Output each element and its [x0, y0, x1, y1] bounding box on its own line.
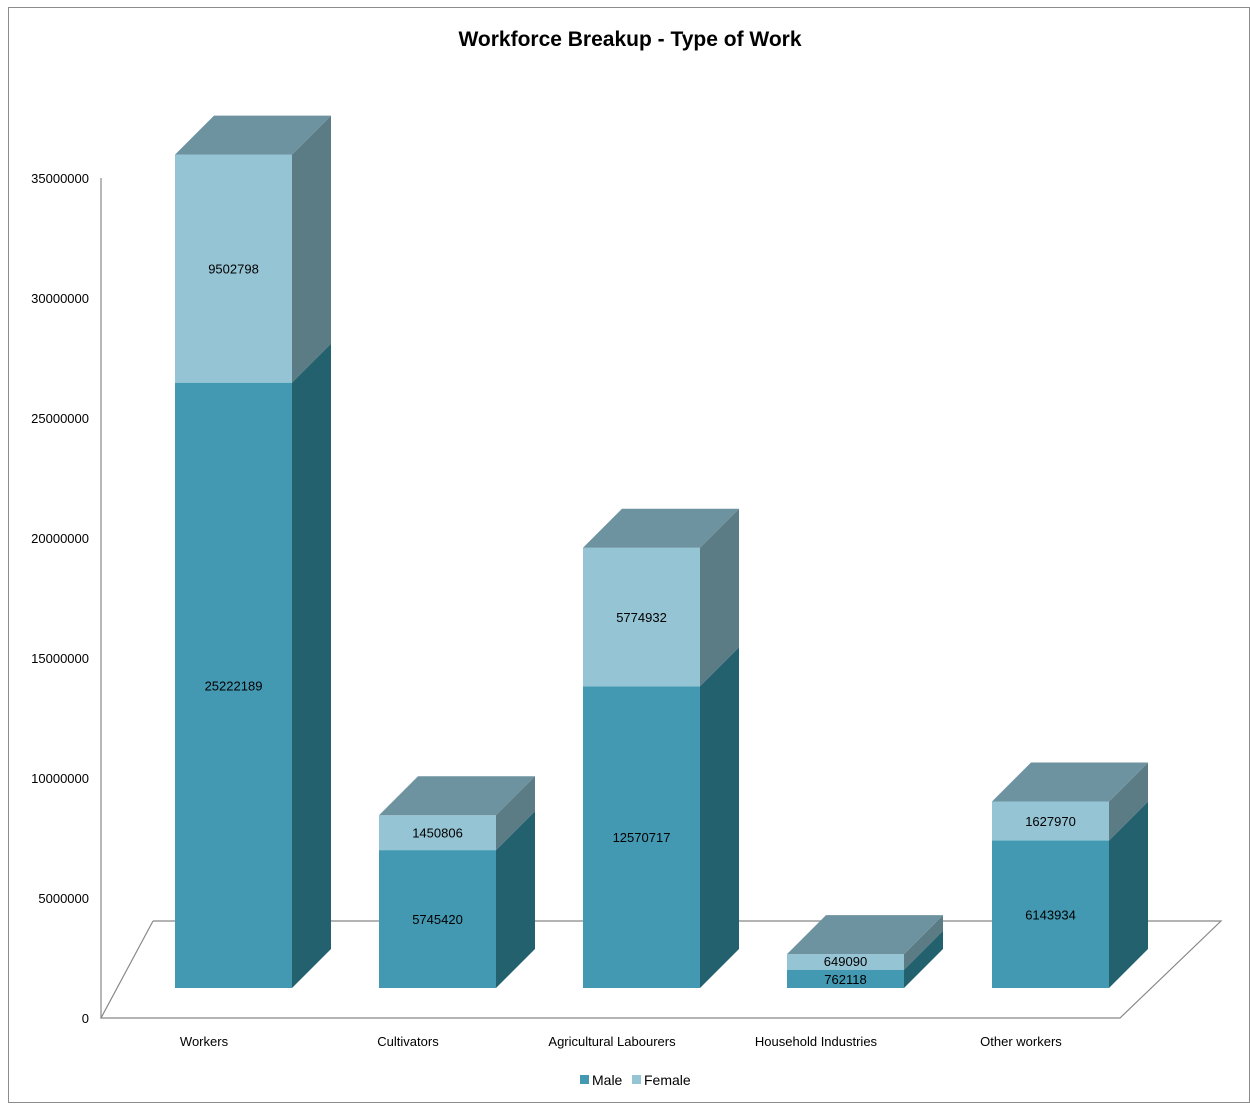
data-label-female: 649090	[824, 954, 867, 969]
x-tick-label: Cultivators	[377, 1034, 439, 1049]
y-tick-label: 35000000	[31, 171, 89, 186]
data-label-male: 762118	[824, 972, 866, 987]
data-label-female: 9502798	[208, 262, 259, 277]
legend-swatch-male	[580, 1075, 589, 1084]
data-label-male: 12570717	[613, 830, 671, 845]
data-label-female: 1627970	[1025, 814, 1076, 829]
data-label-male: 5745420	[412, 912, 463, 927]
legend-label-male: Male	[592, 1072, 623, 1088]
bar-female-0-side	[292, 116, 331, 383]
x-tick-label: Other workers	[980, 1034, 1062, 1049]
legend: Male Female	[580, 1072, 691, 1088]
bar-male-0	[175, 344, 331, 988]
legend-label-female: Female	[644, 1072, 691, 1088]
data-label-male: 25222189	[205, 678, 263, 693]
chart-svg: Workforce Breakup - Type of Work 0 500000…	[9, 8, 1249, 1102]
bar-male-2	[583, 647, 739, 988]
y-tick-label: 0	[82, 1011, 89, 1026]
bar-male-0-side	[292, 344, 331, 988]
chart-frame: Workforce Breakup - Type of Work 0 500000…	[8, 7, 1250, 1103]
data-label-male: 6143934	[1025, 907, 1076, 922]
y-tick-label: 30000000	[31, 291, 89, 306]
legend-swatch-female	[632, 1075, 641, 1084]
y-tick-label: 25000000	[31, 411, 89, 426]
bar-female-2	[583, 509, 739, 687]
x-tick-label: Household Industries	[755, 1034, 878, 1049]
chart-title: Workforce Breakup - Type of Work	[458, 28, 801, 51]
bar-female-0	[175, 116, 331, 383]
y-tick-label: 5000000	[38, 891, 89, 906]
x-tick-label: Workers	[180, 1034, 229, 1049]
x-tick-label: Agricultural Labourers	[548, 1034, 676, 1049]
bars-layer	[175, 116, 1148, 988]
y-tick-label: 20000000	[31, 531, 89, 546]
y-tick-label: 10000000	[31, 771, 89, 786]
bar-male-2-side	[700, 647, 739, 988]
data-label-female: 1450806	[412, 826, 463, 841]
data-label-female: 5774932	[616, 610, 667, 625]
y-tick-label: 15000000	[31, 651, 89, 666]
